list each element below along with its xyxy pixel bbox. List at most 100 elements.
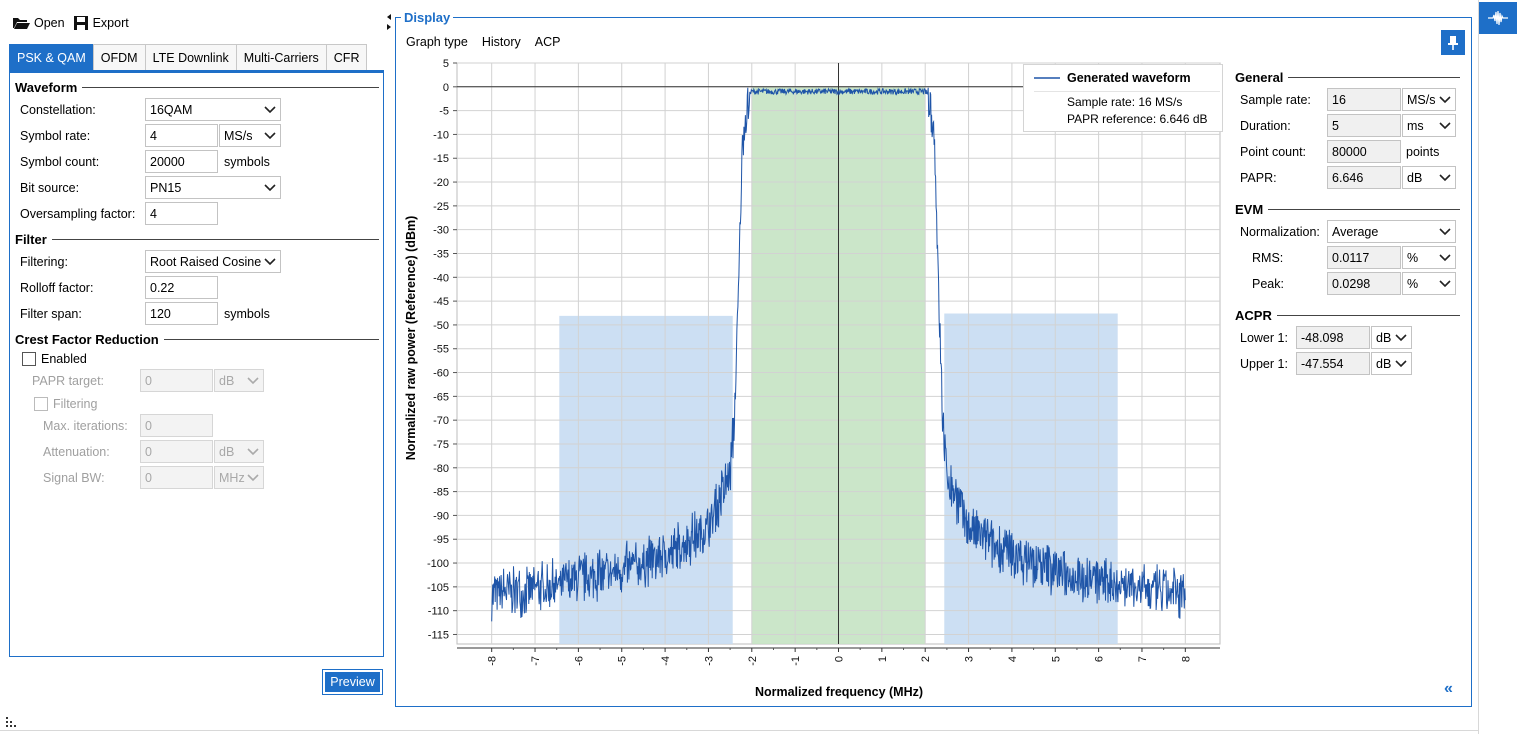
peak-unit-select[interactable]: % [1402,272,1456,295]
attenuation-unit-select[interactable]: dB [214,440,264,463]
symbol-rate-unit: MS/s [224,128,253,143]
filter-span-input[interactable]: 120 [145,302,218,325]
oversampling-input[interactable]: 4 [145,202,218,225]
normalization-select[interactable]: Average [1327,220,1456,243]
rms-unit: % [1407,250,1419,265]
filter-span-label: Filter span: [20,307,82,321]
filtering-select[interactable]: Root Raised Cosine [145,250,281,273]
signal-view-button[interactable] [1479,2,1517,34]
signal-bw-input[interactable]: 0 [140,466,213,489]
papr-label: PAPR: [1240,171,1277,185]
constellation-select[interactable]: 16QAM [145,98,281,121]
duration-unit-select[interactable]: ms [1402,114,1456,137]
max-iterations-input[interactable]: 0 [140,414,213,437]
symbol-rate-value: 4 [150,128,157,143]
lower1-unit: dB [1376,330,1392,345]
y-tick-label: -5 [439,106,449,118]
chart-grid [457,62,1220,644]
toolbar: Open Export [12,12,129,34]
cfr-enabled-checkbox[interactable] [22,352,36,366]
cfr-section-title: Crest Factor Reduction [15,332,379,347]
chevron-down-icon [1395,359,1407,367]
y-tick-label: -50 [433,320,449,332]
upper1-value: -47.554 [1301,356,1344,371]
acpr-section-title: ACPR [1235,308,1460,323]
upper1-label: Upper 1: [1240,357,1288,371]
menu-acp[interactable]: ACP [534,35,561,49]
y-tick-label: -60 [433,368,449,380]
display-menu: Graph type History ACP [406,35,560,49]
cfr-title: Crest Factor Reduction [15,332,159,347]
oversampling-value: 4 [150,206,157,221]
tab-lte-downlink[interactable]: LTE Downlink [144,44,237,71]
tab-psk-qam[interactable]: PSK & QAM [9,44,94,71]
tab-multi-carriers[interactable]: Multi-Carriers [235,44,327,71]
trace-generated-waveform [491,87,1186,622]
symbol-rate-input[interactable]: 4 [145,124,218,147]
y-tick-label: -10 [433,129,449,141]
save-icon [73,16,88,30]
rms-value: 0.0117 [1332,250,1370,265]
pin-button[interactable] [1441,30,1465,55]
cfr-filtering-label: Filtering [53,397,98,411]
menu-history[interactable]: History [481,35,521,49]
collapse-left-icon[interactable] [385,12,393,32]
waveform-tabs: PSK & QAM OFDM LTE Downlink Multi-Carrie… [9,44,368,71]
y-tick-label: -110 [428,606,449,618]
display-panel [395,17,1472,707]
preview-label: Preview [325,672,380,692]
collapse-chevrons-icon[interactable]: « [1444,680,1453,697]
y-tick-label: -25 [433,201,449,213]
papr-unit-select[interactable]: dB [1402,166,1456,189]
lower1-unit-select[interactable]: dB [1371,326,1412,349]
symbol-count-value: 20000 [150,154,185,169]
symbol-rate-unit-select[interactable]: MS/s [219,124,281,147]
x-tick-label: 1 [877,656,889,662]
normalization-label: Normalization: [1240,225,1320,239]
x-tick-label: 2 [920,656,932,662]
filter-title: Filter [15,232,47,247]
duration-readout: 5 [1327,114,1401,137]
legend-divider [1034,91,1220,92]
papr-target-input[interactable]: 0 [140,369,213,392]
y-tick-label: -40 [433,272,449,284]
papr-unit: dB [1407,170,1423,185]
resize-grip-icon[interactable] [5,716,19,728]
preview-button[interactable]: Preview [322,669,383,695]
open-button[interactable]: Open [12,16,65,30]
menu-graph-type[interactable]: Graph type [406,35,468,49]
chevron-down-icon [247,473,259,481]
bit-source-select[interactable]: PN15 [145,176,281,199]
y-tick-label: -75 [433,439,449,451]
y-tick-label: -70 [433,415,449,427]
chevron-down-icon [1439,121,1451,129]
band-upper-1 [944,313,1118,644]
signal-bw-unit: MHz [219,470,245,485]
rolloff-value: 0.22 [150,280,175,295]
papr-target-unit-select[interactable]: dB [214,369,264,392]
sample-rate-unit-select[interactable]: MS/s [1402,88,1456,111]
chevron-down-icon [264,131,276,139]
lower1-label: Lower 1: [1240,331,1288,345]
chevron-down-icon [1439,227,1451,235]
symbol-count-input[interactable]: 20000 [145,150,218,173]
section-divider [82,87,379,88]
signal-bw-value: 0 [145,470,152,485]
duration-label: Duration: [1240,119,1291,133]
attenuation-value: 0 [145,444,152,459]
y-tick-label: -15 [433,153,449,165]
upper1-unit: dB [1376,356,1392,371]
y-tick-label: -65 [433,391,449,403]
point-count-label: Point count: [1240,145,1307,159]
rolloff-input[interactable]: 0.22 [145,276,218,299]
tab-ofdm[interactable]: OFDM [92,44,146,71]
signal-bw-unit-select[interactable]: MHz [214,466,264,489]
upper1-unit-select[interactable]: dB [1371,352,1412,375]
export-button[interactable]: Export [73,15,129,31]
filter-span-unit: symbols [224,307,270,321]
tab-cfr[interactable]: CFR [325,44,368,71]
cfr-filtering-checkbox[interactable] [34,397,48,411]
filtering-label: Filtering: [20,255,68,269]
rms-unit-select[interactable]: % [1402,246,1456,269]
attenuation-input[interactable]: 0 [140,440,213,463]
